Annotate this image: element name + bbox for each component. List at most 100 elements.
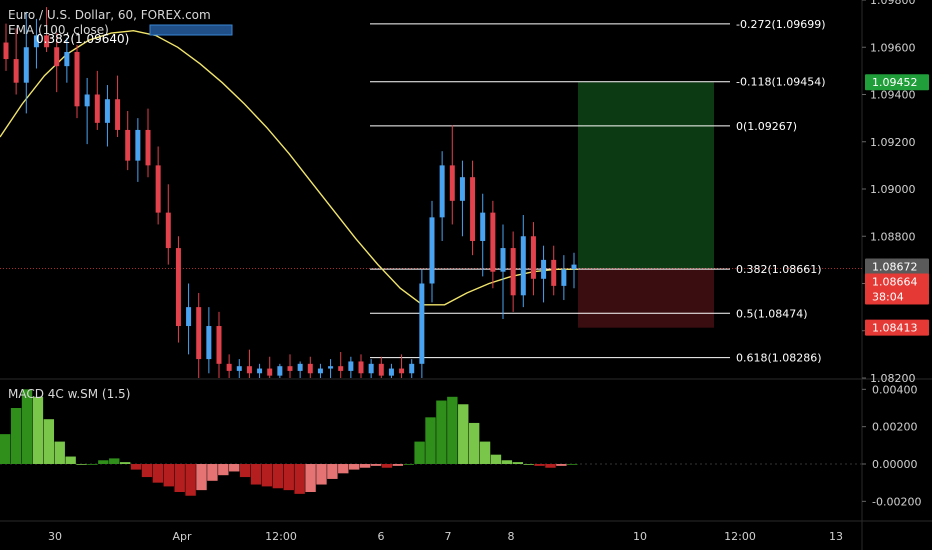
candle-body: [145, 129, 151, 166]
price-tag: [865, 273, 929, 290]
candle-body: [54, 47, 60, 67]
macd-tick-label: 0.00200: [872, 421, 918, 434]
macd-bar: [163, 464, 174, 487]
symbol-title[interactable]: Euro / U.S. Dollar, 60, FOREX.com: [8, 8, 211, 22]
candle-body: [226, 363, 232, 371]
macd-bar: [174, 464, 185, 492]
candle-body: [328, 366, 334, 369]
candle-body: [439, 165, 445, 218]
fib-level-label: 0(1.09267): [736, 120, 797, 133]
candle-body: [13, 59, 19, 83]
candle-body: [348, 361, 354, 371]
candle-body: [530, 236, 536, 279]
macd-bar: [370, 464, 382, 466]
candle-body: [257, 368, 263, 374]
macd-bar: [436, 400, 447, 464]
macd-bar: [98, 460, 109, 464]
ema-line: [0, 29, 578, 306]
macd-bar: [392, 464, 404, 466]
macd-bar: [10, 408, 22, 464]
candle-body: [551, 259, 557, 286]
macd-bar: [348, 464, 360, 470]
candle-body: [64, 51, 70, 67]
macd-bar: [229, 464, 240, 472]
macd-legend[interactable]: MACD 4C w.SM (1.5): [8, 387, 131, 401]
candle-body: [409, 363, 415, 374]
macd-tick-label: 0.00000: [872, 458, 918, 471]
macd-bar: [414, 441, 425, 464]
candle-body: [155, 165, 161, 213]
position-zone: [0, 82, 862, 328]
candle-body: [3, 42, 9, 60]
selection-box[interactable]: [149, 24, 233, 36]
macd-bar: [54, 441, 65, 464]
candle-body: [135, 129, 141, 161]
candle-body: [44, 35, 50, 48]
candle-body: [115, 99, 121, 130]
candle-body: [23, 47, 29, 83]
candle-body: [368, 363, 374, 374]
macd-bar: [479, 441, 491, 464]
candle-body: [196, 307, 202, 360]
candle-body: [429, 217, 435, 284]
price-tag-label: 1.09452: [872, 76, 918, 89]
time-tick-label: Apr: [172, 530, 192, 543]
macd-bar: [87, 464, 98, 465]
macd-bar: [425, 417, 436, 464]
price-tag: [865, 288, 929, 305]
candle-body: [338, 366, 344, 371]
candle-body: [500, 248, 506, 272]
macd-bar: [447, 396, 458, 464]
price-tick-label: 1.08200: [870, 372, 916, 385]
price-tick-label: 1.09400: [870, 89, 916, 102]
macd-bar: [294, 464, 305, 494]
fib-level-label: 0.618(1.08286): [736, 352, 822, 365]
price-tag-label: 1.08672: [872, 260, 918, 273]
macd-bar: [512, 462, 523, 464]
candle-body: [490, 212, 496, 272]
candle-body: [74, 51, 80, 107]
macd-bar: [545, 464, 556, 468]
candle-body: [236, 366, 242, 371]
macd-bar: [567, 464, 578, 465]
candle-body: [510, 248, 516, 296]
macd-bar: [185, 464, 196, 496]
candle-body: [165, 212, 171, 249]
price-tick-label: 1.08800: [870, 230, 916, 243]
macd-bar: [338, 464, 349, 474]
candle-body: [541, 259, 547, 279]
candle-body: [33, 35, 39, 48]
macd-bar: [141, 464, 153, 478]
macd-bar: [327, 464, 338, 479]
time-tick-label: 13: [829, 530, 843, 543]
candle-body: [287, 366, 293, 371]
fib-retracement[interactable]: -0.272(1.09699) -0.118(1.09454) 0(1.09267)…: [370, 18, 826, 365]
fib-level-label: -0.272(1.09699): [736, 18, 826, 31]
ema-legend[interactable]: EMA (100, close): [8, 23, 109, 37]
macd-bar: [272, 464, 284, 489]
price-tick-label: 1.09800: [870, 0, 916, 7]
time-tick-label: 6: [378, 530, 385, 543]
candle-body: [419, 283, 425, 364]
fib-outer-label: 0.382(1.09640): [36, 32, 130, 46]
time-axis[interactable]: 30 Apr 12:00 6 7 8 10 12:00 13: [48, 530, 843, 543]
candle-body: [378, 363, 384, 376]
candle-body: [561, 269, 567, 286]
macd-bar: [403, 464, 414, 465]
macd-bar: [207, 464, 218, 481]
candle-body: [267, 368, 273, 376]
macd-bar: [119, 462, 131, 464]
candle-body: [277, 366, 283, 376]
time-tick-label: 12:00: [724, 530, 756, 543]
macd-bar: [458, 404, 469, 464]
candle-body: [399, 368, 405, 374]
macd-bar: [109, 458, 120, 464]
candle-body: [206, 326, 212, 360]
macd-bar: [305, 464, 316, 492]
macd-bar: [381, 464, 393, 468]
time-tick-label: 30: [48, 530, 62, 543]
candle-body: [297, 363, 303, 371]
take-profit-zone: [578, 82, 714, 269]
price-tag-label: 1.08413: [872, 322, 918, 335]
